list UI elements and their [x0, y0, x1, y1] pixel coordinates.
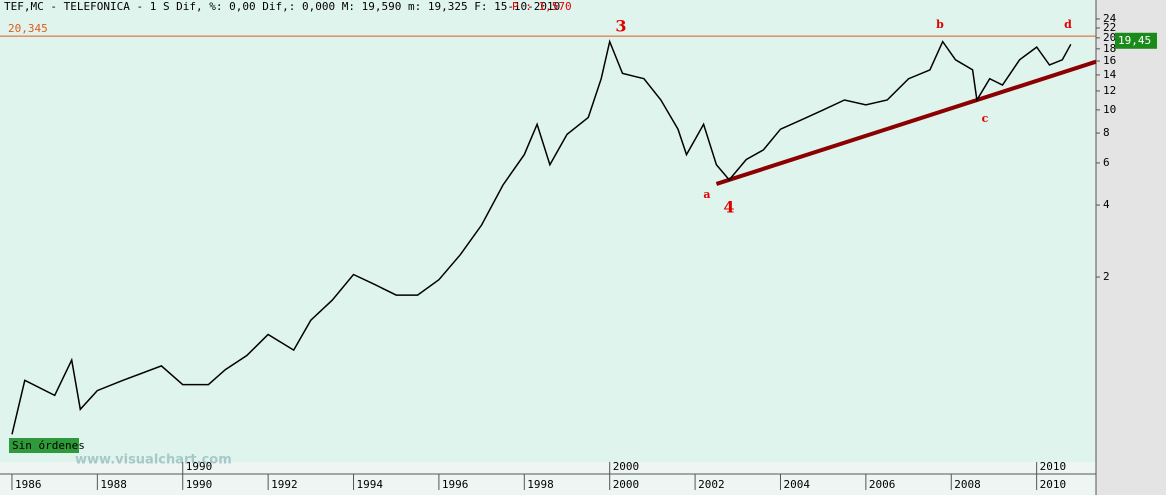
y-tick-label: 12	[1103, 84, 1116, 97]
trendline	[715, 59, 1097, 186]
y-tick-label: 14	[1103, 68, 1117, 81]
decade-label: 2010	[1040, 460, 1067, 473]
x-tick-label: 2000	[613, 478, 640, 491]
wave-label: 3	[615, 17, 626, 36]
x-tick-label: 2010	[1040, 478, 1067, 491]
wave-label: b	[936, 18, 944, 31]
y-tick-label: 2	[1103, 270, 1110, 283]
reference-label: 20,345	[8, 22, 48, 35]
y-tick-label: 18	[1103, 42, 1116, 55]
y-tick-label: 20	[1103, 31, 1116, 44]
x-tick-label: 2008	[954, 478, 981, 491]
x-tick-label: 1990	[186, 478, 213, 491]
x-tick-label: 1998	[527, 478, 554, 491]
header: TEF,MC - TELEFONICA - 1 S Dif, %: 0,00 D…	[4, 0, 560, 13]
y-tick-label: 4	[1103, 198, 1110, 211]
y-tick-label: 22	[1103, 21, 1116, 34]
x-tick-label: 1986	[15, 478, 42, 491]
x-tick-label: 1996	[442, 478, 469, 491]
price-line	[11, 39, 1072, 435]
decade-label: 2000	[613, 460, 640, 473]
x-tick-label: 2006	[869, 478, 896, 491]
plot-area	[0, 0, 1096, 462]
x-tick-label: 1992	[271, 478, 298, 491]
wave-label: 4	[723, 198, 734, 217]
x-tick-label: 2002	[698, 478, 725, 491]
wave-label: c	[982, 112, 989, 125]
x-tick-label: 2004	[783, 478, 810, 491]
wave-label: d	[1064, 18, 1072, 31]
header-price: P : 1,570	[512, 0, 572, 13]
last-price-label: 19,45	[1118, 34, 1151, 47]
decade-label: 1990	[186, 460, 213, 473]
last-price-box	[1115, 32, 1157, 49]
status-box	[9, 438, 79, 453]
y-tick-label: 10	[1103, 103, 1116, 116]
y-tick-label: 8	[1103, 126, 1110, 139]
y-axis-panel	[1096, 0, 1166, 495]
y-tick-label: 6	[1103, 156, 1110, 169]
watermark: www.visualchart.com	[75, 453, 232, 468]
wave-label: a	[703, 188, 710, 201]
x-tick-label: 1994	[357, 478, 384, 491]
x-tick-label: 1988	[100, 478, 127, 491]
y-tick-label: 16	[1103, 54, 1116, 67]
status: Sin órdenes	[12, 439, 85, 452]
y-tick-label: 24	[1103, 12, 1117, 25]
